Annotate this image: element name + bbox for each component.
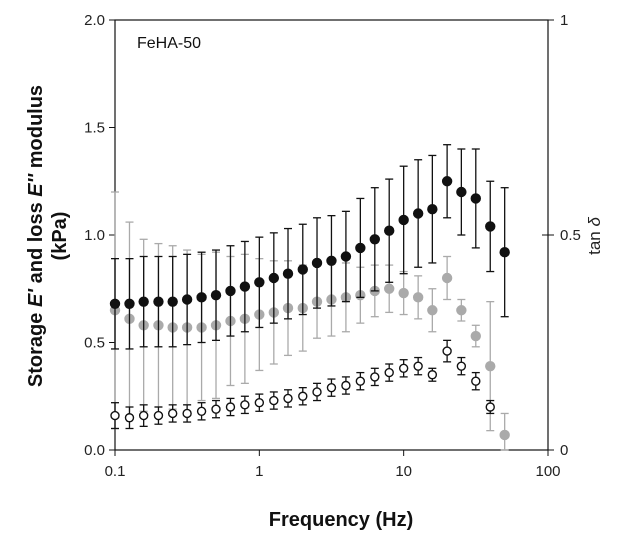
data-point xyxy=(153,296,164,307)
data-point xyxy=(370,372,380,382)
y2-tick-label: 0.5 xyxy=(560,227,581,244)
data-point xyxy=(283,393,293,404)
data-point xyxy=(167,408,178,419)
data-point xyxy=(196,406,207,416)
data-point xyxy=(485,360,496,372)
data-point xyxy=(182,408,192,419)
data-point xyxy=(412,208,424,219)
y2-axis-title: tan δ xyxy=(585,217,604,255)
y-tick-label: 0.0 xyxy=(84,442,105,459)
data-point xyxy=(210,290,222,301)
x-tick-label: 0.1 xyxy=(105,463,126,480)
y-axis-unit: (kPa) xyxy=(49,212,71,261)
data-point xyxy=(412,292,424,303)
data-point xyxy=(225,285,236,297)
data-point xyxy=(485,221,496,232)
data-point xyxy=(413,361,423,371)
data-point xyxy=(340,251,352,262)
data-point xyxy=(211,404,221,414)
data-point xyxy=(298,391,308,401)
y-tick-label: 2.0 xyxy=(84,12,105,29)
x-tick-label: 100 xyxy=(535,463,560,480)
data-point xyxy=(268,272,280,284)
data-point xyxy=(369,234,381,245)
y2-tick-label: 1 xyxy=(560,12,568,29)
data-point xyxy=(225,402,236,412)
data-point xyxy=(499,246,510,258)
data-point xyxy=(499,429,510,441)
data-point xyxy=(398,287,409,299)
data-point xyxy=(441,272,453,284)
data-point xyxy=(471,376,481,386)
data-point xyxy=(398,214,409,226)
y-axis-title-part-2: E' xyxy=(25,288,47,307)
data-point xyxy=(456,361,467,371)
y-axis-title-part-5: modulus xyxy=(25,85,47,174)
data-point xyxy=(427,305,438,316)
y-tick-label: 1.5 xyxy=(84,120,105,137)
data-point xyxy=(341,380,351,391)
data-point xyxy=(297,264,308,275)
x-axis-title: Frequency (Hz) xyxy=(269,509,413,531)
data-point xyxy=(138,296,149,307)
data-point xyxy=(311,257,323,269)
data-point xyxy=(153,410,164,421)
data-point xyxy=(427,370,438,380)
y-axis-title: Storage E' and loss E'' modulus xyxy=(25,85,47,387)
series-3 xyxy=(110,339,495,430)
data-point xyxy=(326,382,337,393)
data-point xyxy=(109,298,121,310)
data-point xyxy=(110,410,120,421)
data-point xyxy=(124,298,135,310)
data-point xyxy=(254,277,265,288)
x-tick-label: 10 xyxy=(395,463,412,480)
data-point xyxy=(355,376,366,386)
data-point xyxy=(441,176,453,187)
y2-axis-title-part-2: δ xyxy=(585,217,604,227)
data-point xyxy=(398,363,409,373)
data-point xyxy=(181,294,193,305)
ticks: 0.1 1 10 100 0.0 0.5 1.0 1.5 2.0 0 0.5 1 xyxy=(84,12,581,480)
data-point xyxy=(456,305,467,316)
data-point xyxy=(138,410,149,421)
y-axis-title-part-4: E'' xyxy=(25,173,47,197)
data-point xyxy=(470,193,481,204)
data-point xyxy=(240,400,250,410)
y-axis-title-part-3: and loss xyxy=(25,197,47,289)
data-point xyxy=(384,225,395,236)
data-point xyxy=(196,292,207,303)
y2-tick-label: 0 xyxy=(560,442,568,459)
data-point xyxy=(167,296,178,307)
data-point xyxy=(470,330,481,342)
y-axis-title-part-1: Storage xyxy=(25,307,47,387)
data-point xyxy=(254,398,265,408)
data-point xyxy=(312,387,322,397)
y2-axis-title-part-1: tan xyxy=(585,227,604,255)
y-tick-label: 0.5 xyxy=(84,335,105,352)
data-point xyxy=(384,367,394,378)
data-point xyxy=(355,242,366,254)
data-marks xyxy=(109,144,510,451)
data-point xyxy=(485,402,495,412)
data-point xyxy=(442,346,452,356)
series-1 xyxy=(109,144,510,350)
data-point xyxy=(384,283,395,294)
x-tick-label: 1 xyxy=(255,463,263,480)
data-point xyxy=(456,186,467,198)
data-point xyxy=(124,413,135,423)
y-tick-label: 1.0 xyxy=(84,227,105,244)
sample-annotation: FeHA-50 xyxy=(137,35,201,52)
data-point xyxy=(282,268,294,279)
data-point xyxy=(269,395,279,406)
data-point xyxy=(326,255,337,266)
data-point xyxy=(427,203,438,215)
data-point xyxy=(239,281,251,292)
